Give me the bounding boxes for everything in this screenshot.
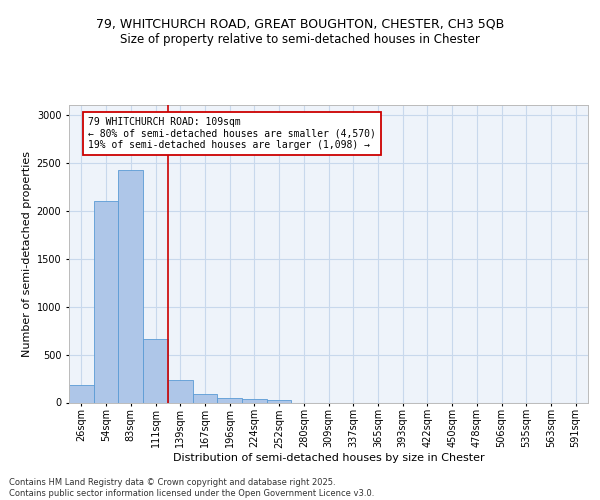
Bar [143,339,168,402]
Bar [193,394,217,402]
Bar [69,384,94,402]
X-axis label: Distribution of semi-detached houses by size in Chester: Distribution of semi-detached houses by … [173,453,484,463]
Bar [242,398,267,402]
Y-axis label: Number of semi-detached properties: Number of semi-detached properties [22,151,32,357]
Bar [94,201,118,402]
Bar [168,380,193,402]
Bar [118,170,143,402]
Bar [267,400,292,402]
Text: Contains HM Land Registry data © Crown copyright and database right 2025.
Contai: Contains HM Land Registry data © Crown c… [9,478,374,498]
Bar [217,398,242,402]
Text: 79 WHITCHURCH ROAD: 109sqm
← 80% of semi-detached houses are smaller (4,570)
19%: 79 WHITCHURCH ROAD: 109sqm ← 80% of semi… [88,116,376,150]
Text: Size of property relative to semi-detached houses in Chester: Size of property relative to semi-detach… [120,32,480,46]
Text: 79, WHITCHURCH ROAD, GREAT BOUGHTON, CHESTER, CH3 5QB: 79, WHITCHURCH ROAD, GREAT BOUGHTON, CHE… [96,18,504,30]
